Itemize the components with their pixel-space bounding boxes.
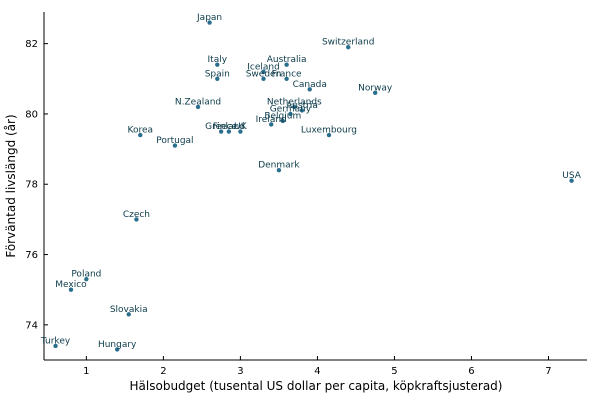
point-label: Ireland <box>256 115 287 125</box>
axes: 1 2 3 4 5 6 7 74 76 78 80 82 <box>25 12 587 377</box>
data-point <box>261 76 266 81</box>
data-point <box>307 87 312 92</box>
data-point <box>215 76 220 81</box>
x-tick-label: 7 <box>545 366 551 377</box>
y-tick-label: 82 <box>25 39 38 50</box>
data-point <box>372 90 378 96</box>
point-label: Germany <box>270 104 312 114</box>
point-label: Sweden <box>246 69 282 79</box>
point-label: Norway <box>358 83 393 93</box>
y-axis-label: Förväntad livslängd (år) <box>4 114 18 257</box>
y-tick-label: 76 <box>25 250 38 261</box>
point-label: UK <box>234 122 248 132</box>
point-label: Luxembourg <box>301 126 357 136</box>
data-point <box>134 217 139 222</box>
data-point <box>218 129 224 134</box>
y-tick-label: 74 <box>25 320 38 331</box>
data-point <box>226 129 232 134</box>
point-label: Turkey <box>40 336 71 346</box>
data-point <box>280 118 285 124</box>
point-label: Slovakia <box>110 305 148 315</box>
point-label: Poland <box>71 270 101 280</box>
point-label: Belgium <box>264 111 301 121</box>
data-point <box>276 167 282 173</box>
point-label: Japan <box>196 13 222 23</box>
data-point <box>284 76 289 81</box>
point-label: Portugal <box>156 136 193 146</box>
point-label: Finland <box>213 122 245 132</box>
point-label: Iceland <box>247 62 280 72</box>
data-point <box>292 104 297 110</box>
x-tick-label: 6 <box>468 366 474 377</box>
data-point <box>172 143 178 148</box>
x-axis-label: Hälsobudget (tusental US dollar per capi… <box>130 379 503 393</box>
data-point <box>207 20 212 25</box>
point-label: Korea <box>128 126 154 136</box>
data-point <box>114 347 120 352</box>
point-label: Mexico <box>55 280 87 290</box>
data-point <box>84 276 89 282</box>
x-tick-label: 1 <box>83 366 89 377</box>
data-point <box>284 62 289 67</box>
data-point <box>288 111 293 117</box>
x-tick-label: 5 <box>391 366 397 377</box>
point-label: Switzerland <box>322 38 375 48</box>
data-point <box>299 108 305 113</box>
point-label: Czech <box>123 210 150 220</box>
data-point <box>53 343 58 349</box>
point-label: USA <box>562 171 581 181</box>
data-point <box>68 287 74 292</box>
x-ticks: 1 2 3 4 5 6 7 <box>83 356 552 377</box>
x-tick-label: 2 <box>160 366 166 377</box>
point-label: Greece <box>205 122 237 132</box>
y-ticks: 74 76 78 80 82 <box>25 39 48 331</box>
point-label: Canada <box>293 80 327 90</box>
point-label: France <box>272 69 302 79</box>
data-point <box>326 132 332 138</box>
y-tick-label: 80 <box>25 109 38 120</box>
y-tick-label: 78 <box>25 180 38 191</box>
point-label: N.Zealand <box>175 97 221 107</box>
point-label: Spain <box>205 69 230 79</box>
point-label: Netherlands <box>267 97 322 107</box>
point-label: Italy <box>208 55 228 65</box>
data-point <box>269 122 274 127</box>
x-tick-label: 3 <box>237 366 243 377</box>
data-point <box>215 62 220 67</box>
data-point <box>346 44 351 50</box>
data-point <box>195 104 201 110</box>
data-point <box>138 132 143 138</box>
point-label: Australia <box>267 55 307 65</box>
data-point <box>126 312 131 317</box>
point-label: Denmark <box>258 161 300 171</box>
point-label: Hungary <box>98 340 137 350</box>
data-point <box>261 69 266 74</box>
x-tick-label: 4 <box>314 366 320 377</box>
data-point <box>569 178 574 183</box>
data-point <box>238 129 243 134</box>
point-label: Austria <box>286 101 318 111</box>
